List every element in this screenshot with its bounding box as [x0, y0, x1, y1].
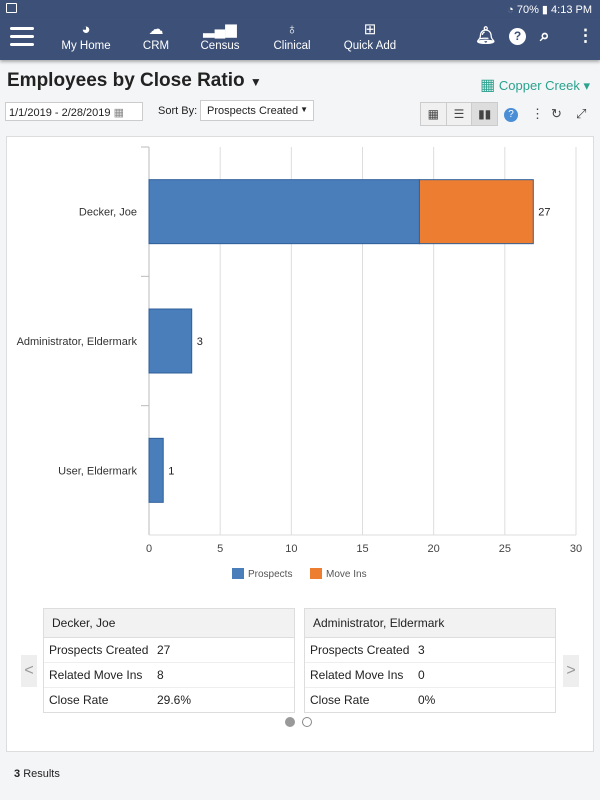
- list-view-icon[interactable]: ☰: [447, 103, 473, 125]
- card-row: Close Rate 0%: [305, 688, 555, 712]
- data-label: 1: [168, 465, 174, 477]
- row-value: 0%: [418, 693, 436, 707]
- row-value: 29.6%: [157, 693, 192, 707]
- y-tick-label: Decker, Joe: [79, 207, 137, 219]
- refresh-icon[interactable]: ↻: [551, 106, 562, 121]
- caret-down-icon: ▾: [583, 78, 590, 93]
- x-tick-label: 20: [428, 543, 440, 555]
- page-dot[interactable]: [302, 717, 312, 727]
- row-label: Prospects Created: [310, 643, 410, 657]
- results-count: 3 Results: [14, 768, 60, 780]
- row-label: Close Rate: [49, 693, 109, 707]
- row-value: 8: [157, 668, 164, 682]
- nav-label: Quick Add: [343, 40, 397, 52]
- bar-signal-icon: ▂▄▆: [203, 21, 237, 38]
- sort-value: Prospects Created: [207, 105, 299, 117]
- page-title[interactable]: Employees by Close Ratio ▼: [7, 70, 262, 92]
- fullscreen-icon[interactable]: ⤢: [576, 106, 587, 121]
- summary-card: Decker, Joe Prospects Created 27 Related …: [43, 608, 295, 713]
- count-label: Results: [23, 768, 60, 780]
- nav-label: Census: [200, 40, 240, 52]
- nav-label: My Home: [61, 40, 111, 52]
- count: 3: [14, 768, 21, 780]
- bar-prospects: [148, 437, 164, 503]
- nav-my-home[interactable]: ◕ My Home: [58, 20, 114, 52]
- clock: 4:13 PM: [551, 4, 592, 16]
- bar-move-ins: [418, 179, 534, 245]
- nav-crm[interactable]: ☁ CRM: [136, 20, 176, 52]
- title-text: Employees by Close Ratio: [7, 70, 245, 91]
- card-title: Decker, Joe: [44, 609, 294, 638]
- sort-label: Sort By:: [158, 105, 198, 117]
- menu-icon[interactable]: [10, 27, 34, 47]
- next-arrow-button[interactable]: >: [563, 655, 579, 687]
- search-icon[interactable]: ⌕: [540, 26, 550, 45]
- nav-clinical[interactable]: ♁ Clinical: [268, 20, 316, 52]
- page-dot-active[interactable]: [285, 717, 295, 727]
- x-tick-label: 5: [217, 543, 223, 555]
- x-tick-label: 25: [499, 543, 511, 555]
- more-vert-icon[interactable]: ⋮: [577, 26, 594, 45]
- nav-census[interactable]: ▂▄▆ Census: [196, 20, 244, 52]
- bar-prospects: [148, 308, 193, 374]
- legend-label: Prospects: [248, 569, 292, 580]
- image-icon: [6, 3, 17, 13]
- caret-down-icon: ▼: [249, 75, 262, 89]
- legend-swatch: [232, 568, 244, 579]
- nav-quick-add[interactable]: ⊞ Quick Add: [340, 20, 400, 52]
- plus-square-icon: ⊞: [363, 21, 377, 38]
- sort-select[interactable]: Prospects Created ▼: [200, 100, 314, 121]
- help-icon[interactable]: ?: [504, 108, 518, 122]
- row-label: Related Move Ins: [310, 668, 404, 682]
- x-tick-label: 10: [285, 543, 297, 555]
- date-range-text: 1/1/2019 - 2/28/2019: [9, 107, 111, 119]
- legend-label: Move Ins: [326, 569, 367, 580]
- card-title: Administrator, Eldermark: [305, 609, 555, 638]
- chart-view-icon[interactable]: ▮▮: [472, 103, 498, 125]
- card-row: Related Move Ins 0: [305, 663, 555, 688]
- stethoscope-icon: ♁: [286, 21, 298, 38]
- calendar-icon: ▦: [113, 107, 124, 119]
- nav-label: Clinical: [273, 40, 311, 52]
- y-tick-label: User, Eldermark: [58, 465, 137, 477]
- prev-arrow-button[interactable]: <: [21, 655, 37, 687]
- bar-chart: 0 5 10 15 20 25 30 Decker, Joe 27 Administrator, …: [17, 146, 582, 580]
- row-value: 27: [157, 643, 171, 657]
- row-value: 0: [418, 668, 425, 682]
- building-icon: ▦: [480, 77, 496, 94]
- card-row: Prospects Created 27: [44, 638, 294, 663]
- row-label: Prospects Created: [49, 643, 149, 657]
- data-label: 3: [197, 336, 203, 348]
- view-toggle: ▦ ☰ ▮▮: [420, 102, 498, 126]
- date-range-input[interactable]: 1/1/2019 - 2/28/2019 ▦: [5, 102, 143, 121]
- row-label: Close Rate: [310, 693, 370, 707]
- y-tick-label: Administrator, Eldermark: [17, 336, 138, 348]
- x-tick-label: 0: [146, 543, 152, 555]
- facility-selector[interactable]: ▦ Copper Creek ▾: [480, 75, 590, 95]
- card-row: Prospects Created 3: [305, 638, 555, 663]
- battery-level: 70%: [516, 4, 539, 16]
- cloud-icon: ☁: [148, 21, 164, 38]
- row-label: Related Move Ins: [49, 668, 143, 682]
- x-tick-label: 15: [356, 543, 368, 555]
- help-icon[interactable]: ?: [509, 28, 526, 45]
- row-value: 3: [418, 643, 425, 657]
- data-label: 27: [538, 207, 550, 219]
- status-bar: ◔ 70% ▮ 4:13 PM: [0, 0, 600, 18]
- summary-card: Administrator, Eldermark Prospects Creat…: [304, 608, 556, 713]
- bell-icon[interactable]: 🔔︎: [475, 26, 497, 45]
- dashboard-icon: ◕: [81, 21, 91, 38]
- nav-label: CRM: [142, 40, 170, 52]
- x-tick-label: 30: [570, 543, 582, 555]
- bar-prospects: [148, 179, 420, 245]
- wifi-icon: ◔: [507, 4, 517, 16]
- top-nav: ◕ My Home ☁ CRM ▂▄▆ Census ♁ Clinical ⊞ Quick…: [0, 18, 600, 60]
- legend-swatch: [310, 568, 322, 579]
- more-vert-icon[interactable]: ⋮: [531, 106, 544, 121]
- card-row: Close Rate 29.6%: [44, 688, 294, 712]
- caret-down-icon: ▼: [300, 105, 308, 114]
- card-row: Related Move Ins 8: [44, 663, 294, 688]
- grid-view-icon[interactable]: ▦: [421, 103, 447, 125]
- facility-name: Copper Creek: [498, 78, 580, 93]
